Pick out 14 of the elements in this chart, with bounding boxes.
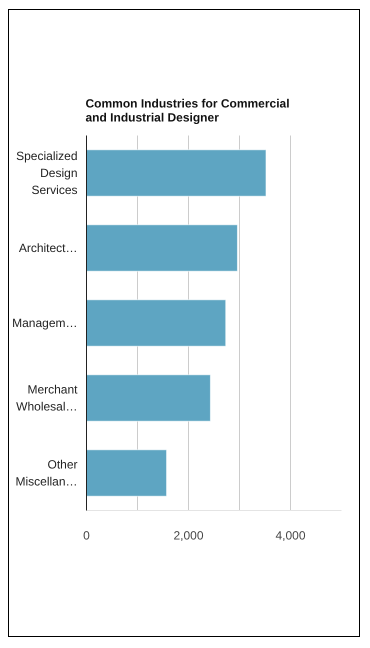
y-tick-label: Managem… [12,316,78,330]
bar [86,299,226,347]
bar [86,374,211,422]
x-tick-label: 4,000 [275,528,306,542]
y-tick-label: Merchant Wholesal… [16,382,78,414]
y-tick-label: Architect… [18,241,78,255]
bar [86,449,168,497]
x-tick-label: 2,000 [173,528,204,542]
chart-title: Common Industries for Commercial and Industrial Designer [86,96,290,124]
bar [86,149,267,197]
y-tick-label: Specialized Design Services [16,149,78,197]
x-tick-label: 0 [83,528,90,542]
bar [86,224,238,272]
y-tick-label: Other Miscellan… [15,458,78,488]
